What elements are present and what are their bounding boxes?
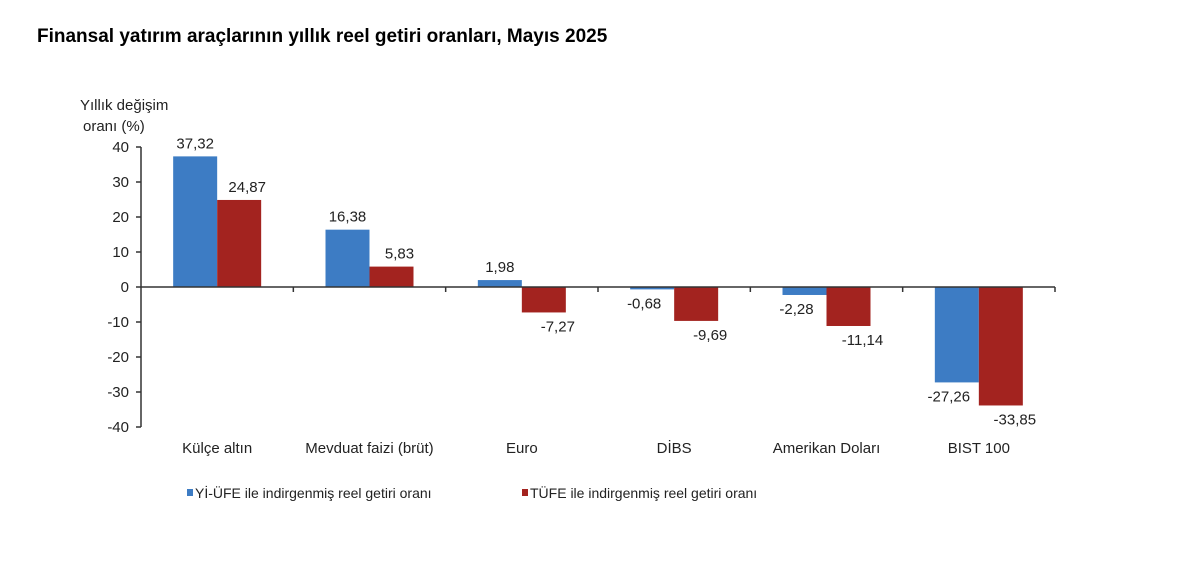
data-label: -2,28 <box>779 301 813 318</box>
y-tick-label: 30 <box>112 174 129 191</box>
y-axis-label-line1: Yıllık değişim <box>80 97 168 114</box>
bar-tufe <box>826 287 871 326</box>
data-label: -27,26 <box>928 388 971 405</box>
bar-yi-ufe <box>934 287 979 383</box>
y-tick-label: 10 <box>112 244 129 261</box>
data-label: -9,69 <box>693 327 727 344</box>
y-tick-label: -40 <box>107 419 129 436</box>
x-tick-label: Külçe altın <box>182 440 252 457</box>
data-label: -33,85 <box>994 411 1037 428</box>
y-tick-label: -10 <box>107 314 129 331</box>
legend-label: TÜFE ile indirgenmiş reel getiri oranı <box>530 484 757 501</box>
y-tick-label: 20 <box>112 209 129 226</box>
y-tick-label: 40 <box>112 139 129 156</box>
chart-title: Finansal yatırım araçlarının yıllık reel… <box>37 26 608 47</box>
bar-yi-ufe <box>477 280 522 287</box>
data-label: 1,98 <box>485 259 514 276</box>
legend-swatch <box>187 489 193 496</box>
legend-label: Yİ-ÜFE ile indirgenmiş reel getiri oranı <box>195 484 432 501</box>
x-tick-label: DİBS <box>657 439 692 457</box>
x-tick-label: Amerikan Doları <box>773 440 881 457</box>
data-label: 37,32 <box>176 135 214 152</box>
data-label: 16,38 <box>329 209 367 226</box>
bar-tufe <box>521 287 566 313</box>
bar-tufe <box>674 287 719 321</box>
y-tick-label: -30 <box>107 384 129 401</box>
x-tick-label: Euro <box>506 440 538 457</box>
data-label: -0,68 <box>627 295 661 312</box>
bar-yi-ufe <box>782 287 827 295</box>
bar-yi-ufe <box>325 229 370 287</box>
x-tick-label: BIST 100 <box>948 440 1010 457</box>
data-label: -7,27 <box>541 318 575 335</box>
y-axis-label-line2: oranı (%) <box>83 118 145 135</box>
data-label: -11,14 <box>842 332 883 349</box>
y-tick-label: -20 <box>107 349 129 366</box>
data-label: 5,83 <box>385 246 414 263</box>
bar-tufe <box>978 287 1023 406</box>
legend-swatch <box>522 489 528 496</box>
y-tick-label: 0 <box>121 279 129 296</box>
bar-yi-ufe <box>630 287 675 290</box>
bar-tufe <box>369 266 414 287</box>
bar-yi-ufe <box>173 156 218 287</box>
bar-tufe <box>217 199 262 287</box>
x-tick-label: Mevduat faizi (brüt) <box>305 440 433 457</box>
data-label: 24,87 <box>228 179 266 196</box>
